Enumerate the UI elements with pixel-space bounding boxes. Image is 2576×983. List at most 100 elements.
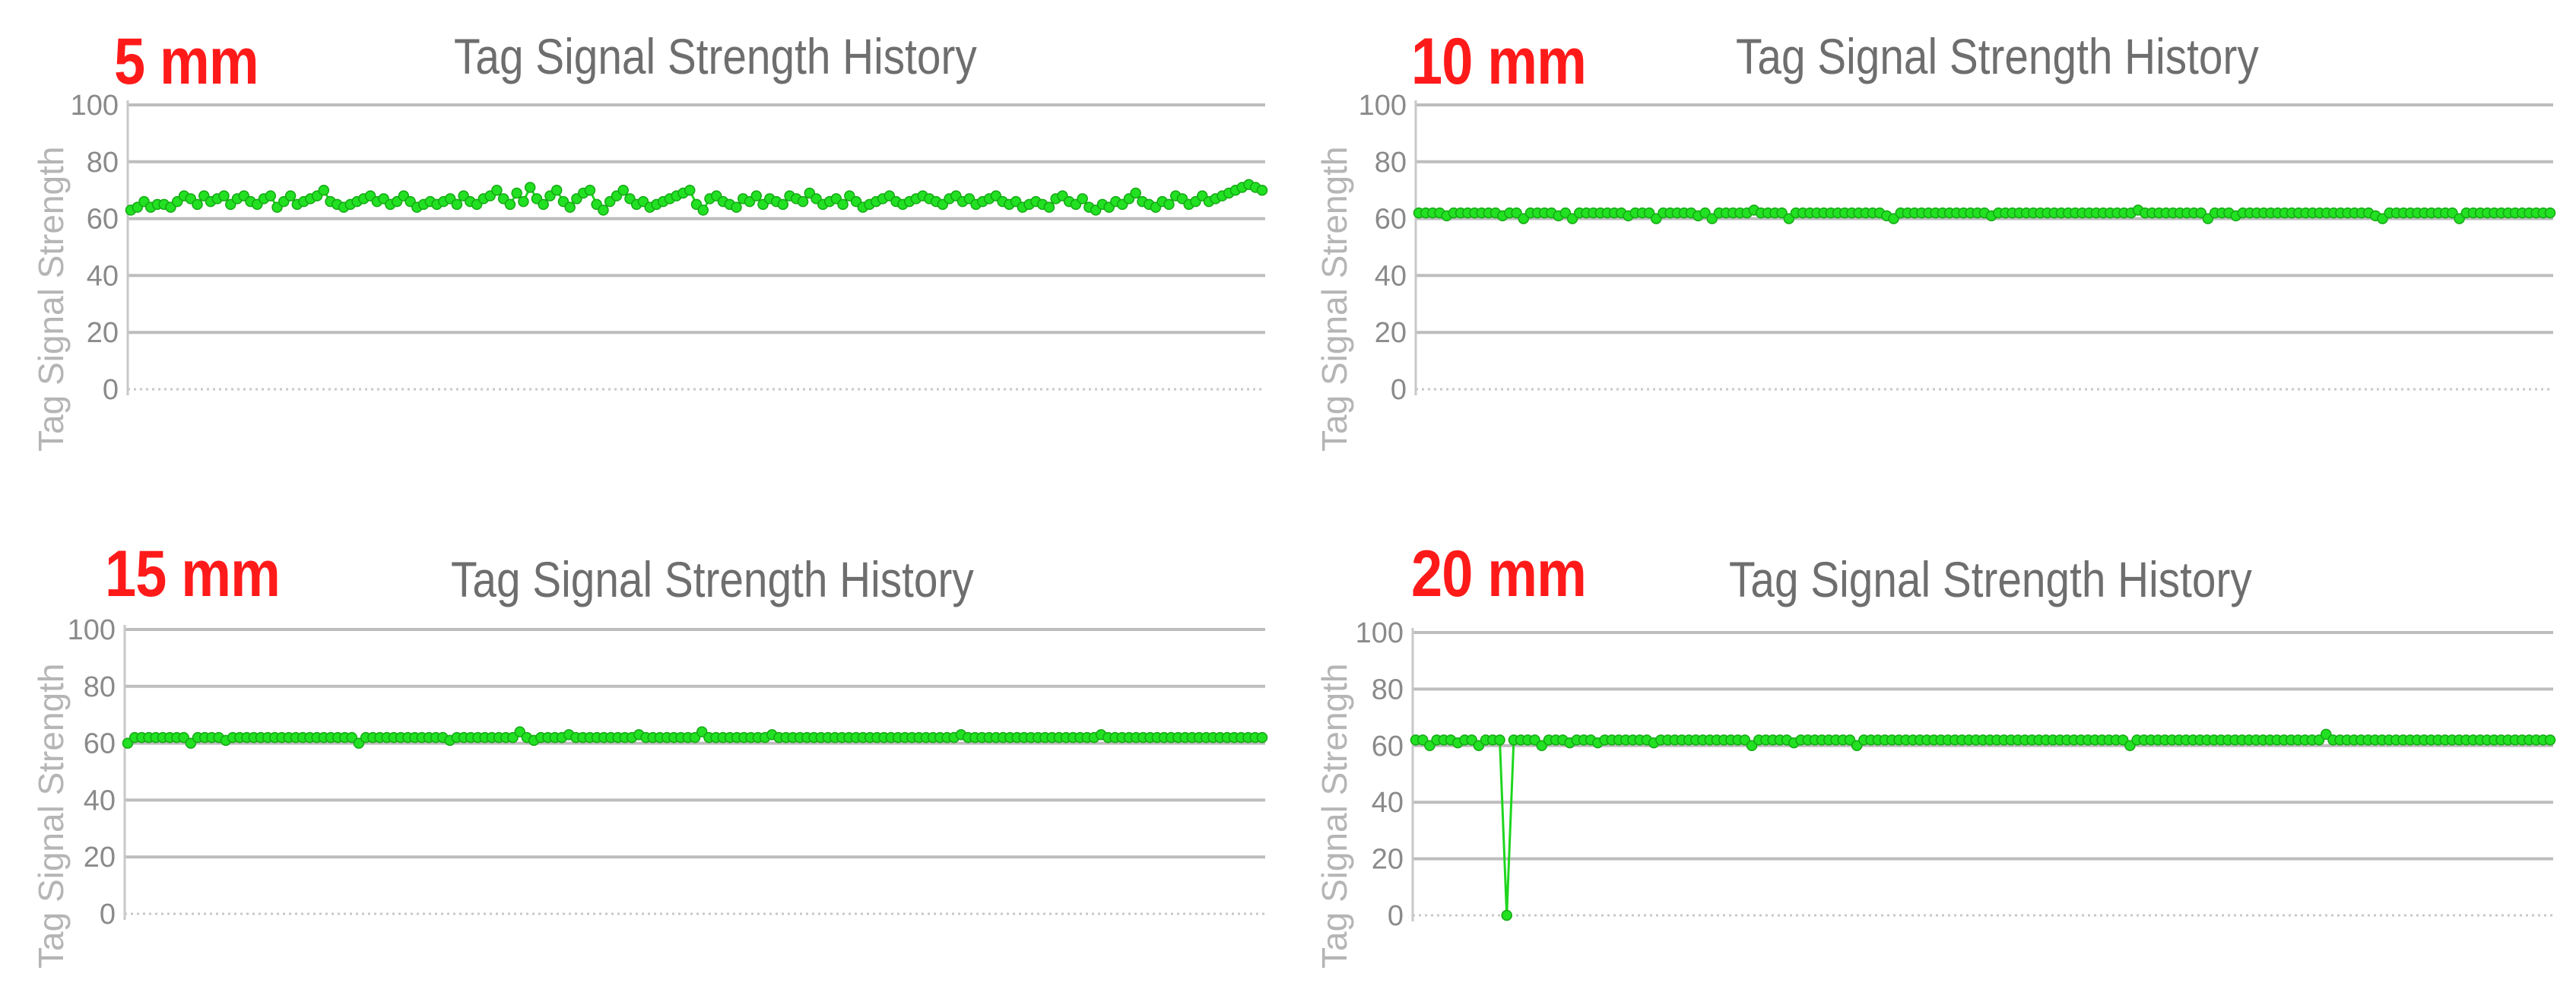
y-tick-label-40: 40 xyxy=(1372,787,1404,819)
data-point xyxy=(1163,198,1175,211)
distance-badge: 10 mm xyxy=(1411,25,1587,98)
y-tick-label-80: 80 xyxy=(84,671,116,703)
data-point xyxy=(284,190,297,201)
data-point xyxy=(511,187,522,199)
distance-badge: 15 mm xyxy=(105,537,281,610)
data-point xyxy=(1851,740,1863,752)
data-point xyxy=(1256,731,1268,744)
data-point xyxy=(1511,207,1522,219)
data-point xyxy=(2544,207,2556,219)
y-axis-label: Tag Signal Strength xyxy=(1315,146,1354,452)
data-point xyxy=(2321,728,2332,740)
data-point xyxy=(1424,740,1436,752)
data-point xyxy=(564,201,576,213)
data-point xyxy=(318,184,330,196)
data-point xyxy=(346,731,357,744)
data-point xyxy=(584,184,596,196)
y-tick-label-40: 40 xyxy=(1375,260,1407,292)
data-point xyxy=(178,731,189,744)
data-point xyxy=(1466,734,1477,746)
data-point xyxy=(1746,740,1758,752)
data-point xyxy=(1536,740,1548,752)
data-point xyxy=(1494,734,1505,746)
data-point xyxy=(1130,187,1141,199)
data-point xyxy=(837,198,849,211)
data-point xyxy=(265,190,277,201)
data-point xyxy=(2454,213,2465,224)
data-point xyxy=(697,205,709,216)
chart-title: Tag Signal Strength History xyxy=(454,28,977,84)
chart-panel-15mm: 0 20 40 60 80 100 15 mm Tag Signal Strength H… xyxy=(0,491,1288,982)
data-point xyxy=(1416,734,1429,746)
data-point xyxy=(696,726,708,737)
y-tick-label-20: 20 xyxy=(1372,844,1404,876)
data-point xyxy=(1256,184,1268,196)
data-point xyxy=(1529,734,1540,746)
data-point xyxy=(507,731,519,744)
data-point xyxy=(1077,193,1088,205)
y-tick-label-20: 20 xyxy=(84,842,116,874)
data-point xyxy=(2195,207,2206,219)
y-tick-label-60: 60 xyxy=(1372,731,1404,763)
data-point xyxy=(2544,734,2556,746)
data-point xyxy=(1643,207,1655,219)
data-point xyxy=(514,726,526,737)
data-point xyxy=(2117,734,2129,746)
chart-canvas: 0 20 40 60 80 100 xyxy=(68,614,1268,931)
data-point xyxy=(2313,734,2325,746)
data-point xyxy=(353,737,365,749)
y-tick-label-60: 60 xyxy=(84,728,116,760)
data-point xyxy=(2124,740,2136,752)
distance-badge: 5 mm xyxy=(114,25,259,98)
series-line xyxy=(1416,733,2550,917)
y-axis-label: Tag Signal Strength xyxy=(31,146,71,452)
data-point xyxy=(689,731,701,744)
data-point xyxy=(1844,734,1856,746)
y-tick-label-60: 60 xyxy=(1375,204,1407,236)
y-tick-label-0: 0 xyxy=(1391,374,1407,406)
data-point xyxy=(1043,201,1055,213)
data-point xyxy=(750,190,763,201)
y-tick-label-100: 100 xyxy=(68,614,116,646)
y-tick-label-100: 100 xyxy=(1359,90,1407,122)
chart-canvas: 0 20 40 60 80 100 xyxy=(71,90,1268,406)
data-point xyxy=(1559,207,1572,219)
data-point xyxy=(1566,213,1578,224)
y-tick-label-100: 100 xyxy=(71,90,119,122)
chart-panel-5mm: 0 20 40 60 80 100 5 mm Tag Signal Strength Hi… xyxy=(0,0,1288,491)
data-point xyxy=(1699,207,1711,219)
data-point xyxy=(1518,213,1530,224)
y-tick-label-40: 40 xyxy=(84,785,116,817)
y-tick-label-80: 80 xyxy=(87,147,119,179)
data-point xyxy=(1776,207,1788,219)
y-tick-label-80: 80 xyxy=(1372,674,1404,706)
data-point xyxy=(598,205,609,216)
data-point xyxy=(617,184,629,196)
y-axis-label: Tag Signal Strength xyxy=(31,663,71,969)
y-tick-label-40: 40 xyxy=(87,260,119,292)
data-point xyxy=(1501,909,1512,921)
data-point xyxy=(192,198,203,211)
data-point xyxy=(504,198,516,211)
y-tick-label-0: 0 xyxy=(1388,900,1404,932)
data-point xyxy=(1706,213,1718,224)
chart-canvas: 0 20 40 60 80 100 xyxy=(1359,90,2556,406)
data-point xyxy=(1739,734,1751,746)
data-point xyxy=(2377,213,2388,224)
y-tick-label-0: 0 xyxy=(100,899,116,931)
chart-panel-10mm: 0 20 40 60 80 100 10 mm Tag Signal Strength H… xyxy=(1288,0,2576,491)
data-point xyxy=(797,195,809,208)
data-point xyxy=(491,184,503,196)
data-point xyxy=(451,198,463,211)
data-point xyxy=(1888,213,1899,224)
chart-title: Tag Signal Strength History xyxy=(1736,28,2259,84)
y-tick-label-20: 20 xyxy=(87,317,119,349)
data-point xyxy=(218,190,230,201)
y-tick-label-100: 100 xyxy=(1356,617,1404,649)
data-point xyxy=(518,195,529,208)
y-axis-label: Tag Signal Strength xyxy=(1315,663,1354,969)
data-point xyxy=(1473,740,1485,752)
data-point xyxy=(2202,213,2214,224)
data-point xyxy=(185,737,197,749)
distance-badge: 20 mm xyxy=(1411,537,1587,610)
